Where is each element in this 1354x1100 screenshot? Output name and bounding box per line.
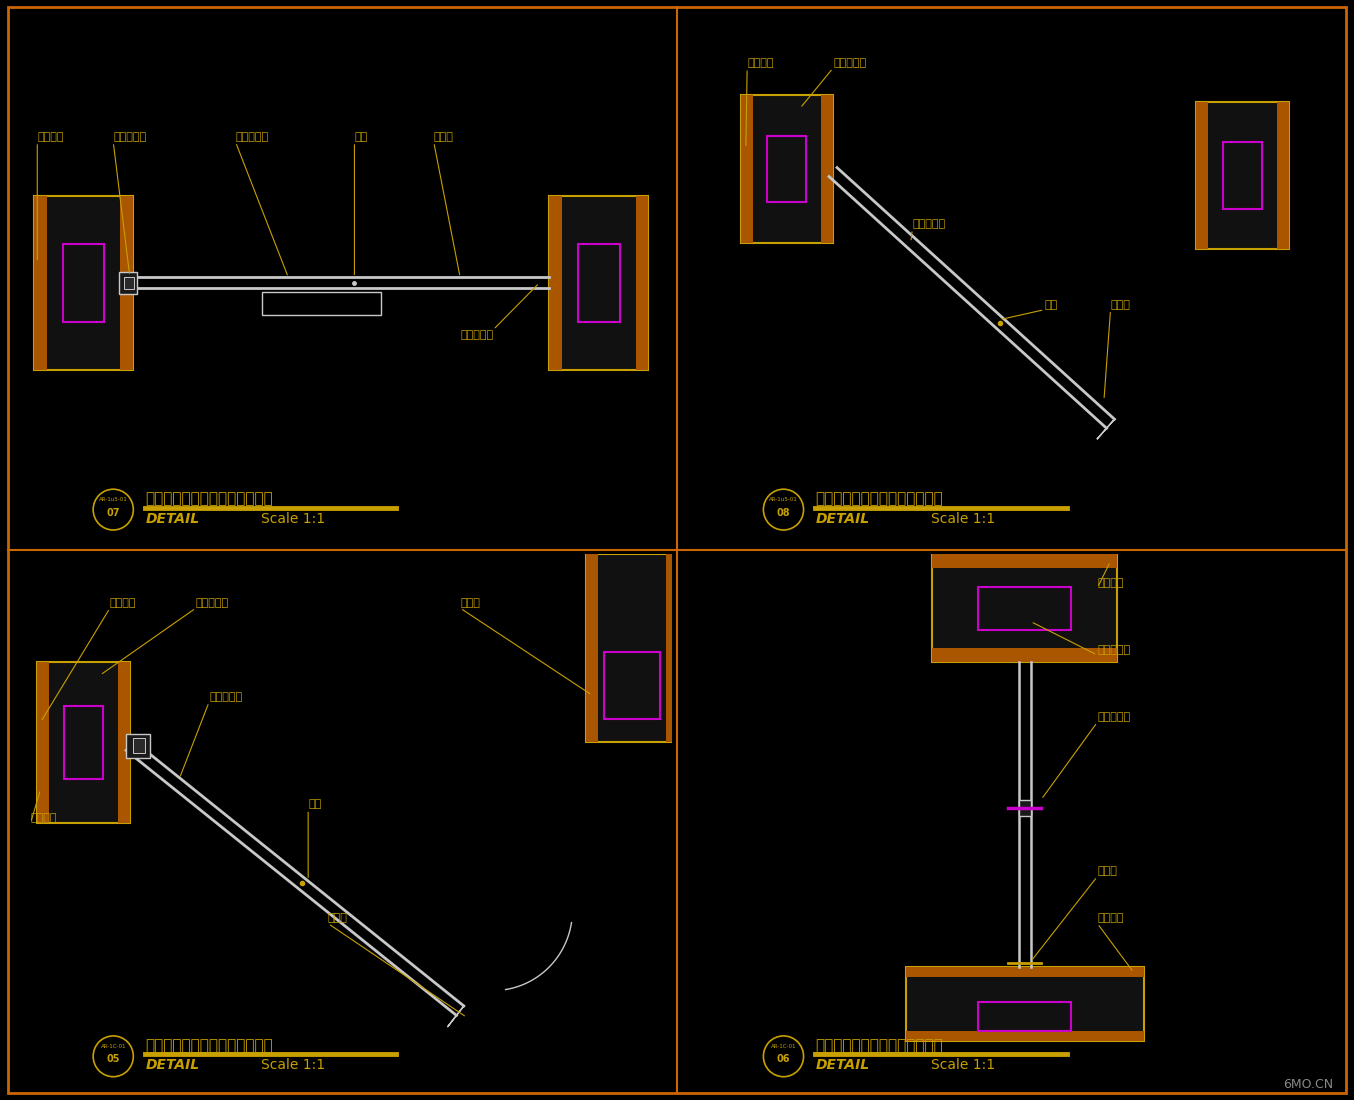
Text: 钢化玻璃门: 钢化玻璃门 — [913, 219, 945, 229]
Bar — [821, 95, 833, 242]
Bar — [38, 662, 49, 823]
Text: DETAIL: DETAIL — [145, 512, 199, 526]
Text: 玻璃铰链门节点图（固定玻璃）: 玻璃铰链门节点图（固定玻璃） — [145, 1038, 274, 1053]
Text: 6MO.CN: 6MO.CN — [1284, 1078, 1334, 1091]
Text: AR-1C-01: AR-1C-01 — [100, 1044, 126, 1048]
Bar — [933, 556, 1116, 660]
Text: 密封条: 密封条 — [460, 598, 481, 608]
Text: 玻璃铰链门节点图（固定玻璃）: 玻璃铰链门节点图（固定玻璃） — [815, 1038, 944, 1053]
Text: Scale 1:1: Scale 1:1 — [932, 1058, 995, 1072]
Text: 拉手: 拉手 — [309, 800, 321, 810]
Bar — [119, 272, 137, 294]
Bar — [932, 648, 1117, 662]
Text: 密封条: 密封条 — [1097, 867, 1117, 877]
Text: 墙面凹槽: 墙面凹槽 — [31, 813, 57, 823]
Text: 玻璃门铰链: 玻璃门铰链 — [1097, 712, 1131, 722]
Text: AR-1u5-01: AR-1u5-01 — [769, 497, 798, 502]
Bar — [741, 95, 753, 242]
Text: 玻璃门铰链: 玻璃门铰链 — [196, 598, 229, 608]
Text: 完成面线: 完成面线 — [1097, 913, 1124, 923]
Bar — [550, 196, 562, 370]
Bar — [123, 277, 134, 289]
Bar — [261, 292, 380, 315]
Bar — [1197, 101, 1289, 250]
Text: DETAIL: DETAIL — [815, 512, 869, 526]
Text: 完成面线: 完成面线 — [110, 598, 137, 608]
Bar — [1277, 101, 1289, 250]
Text: Scale 1:1: Scale 1:1 — [261, 1058, 325, 1072]
Bar — [1018, 800, 1030, 816]
Text: 密封条: 密封条 — [433, 132, 454, 142]
Bar — [635, 196, 649, 370]
Bar — [578, 243, 620, 322]
Text: 完成面线: 完成面线 — [1097, 578, 1124, 587]
Bar — [118, 662, 130, 823]
Bar — [768, 135, 806, 202]
Bar — [741, 95, 833, 242]
Text: 玻璃门铰链: 玻璃门铰链 — [114, 132, 146, 142]
Text: 05: 05 — [107, 1055, 121, 1065]
Bar — [1198, 103, 1288, 248]
Bar — [121, 196, 133, 370]
Bar — [586, 554, 678, 742]
Bar — [588, 556, 677, 741]
Bar — [1223, 142, 1262, 209]
Text: DETAIL: DETAIL — [145, 1058, 199, 1072]
Bar — [133, 738, 145, 754]
Bar — [35, 197, 131, 368]
Text: AR-1C-01: AR-1C-01 — [770, 1044, 796, 1048]
Text: Scale 1:1: Scale 1:1 — [261, 512, 325, 526]
Text: 钢化玻璃门: 钢化玻璃门 — [1097, 645, 1131, 654]
Bar — [906, 967, 1144, 978]
Text: 玻璃铰链门节点图（固定墙面）: 玻璃铰链门节点图（固定墙面） — [145, 492, 274, 506]
Bar — [907, 968, 1143, 1040]
Text: 玻璃门铰链: 玻璃门铰链 — [833, 58, 867, 68]
Bar — [126, 734, 149, 758]
Bar — [38, 662, 130, 823]
Bar — [586, 554, 597, 742]
Bar — [62, 243, 104, 322]
Text: 密封条: 密封条 — [1110, 299, 1131, 310]
Bar — [551, 197, 647, 368]
Text: 钢化玻璃门: 钢化玻璃门 — [236, 132, 268, 142]
Bar — [742, 97, 831, 241]
Text: AR-1u5-01: AR-1u5-01 — [99, 497, 127, 502]
Text: 拉手: 拉手 — [355, 132, 368, 142]
Bar — [550, 196, 649, 370]
Text: 06: 06 — [777, 1055, 791, 1065]
Bar — [64, 706, 103, 779]
Bar — [604, 651, 659, 718]
Text: 完成面线: 完成面线 — [747, 58, 773, 68]
Bar — [38, 663, 129, 822]
Bar — [34, 196, 133, 370]
Bar — [979, 586, 1071, 629]
Bar — [34, 196, 47, 370]
Bar — [906, 1031, 1144, 1041]
Text: 拉手: 拉手 — [1044, 299, 1057, 310]
Bar — [906, 967, 1144, 1041]
Bar — [932, 554, 1117, 662]
Bar — [1197, 101, 1209, 250]
Text: 完成面线: 完成面线 — [38, 132, 64, 142]
Text: 玻璃铰链门节点图（固定墙面）: 玻璃铰链门节点图（固定墙面） — [815, 492, 944, 506]
Bar — [979, 1002, 1071, 1031]
Text: 密封条: 密封条 — [328, 913, 348, 923]
Text: DETAIL: DETAIL — [815, 1058, 869, 1072]
Text: 07: 07 — [107, 508, 121, 518]
Text: 钢化玻璃门: 钢化玻璃门 — [209, 692, 242, 702]
Text: 钢化玻璃门: 钢化玻璃门 — [460, 330, 493, 340]
Text: 08: 08 — [777, 508, 791, 518]
Text: Scale 1:1: Scale 1:1 — [932, 512, 995, 526]
Bar — [932, 554, 1117, 569]
Bar — [666, 554, 678, 742]
